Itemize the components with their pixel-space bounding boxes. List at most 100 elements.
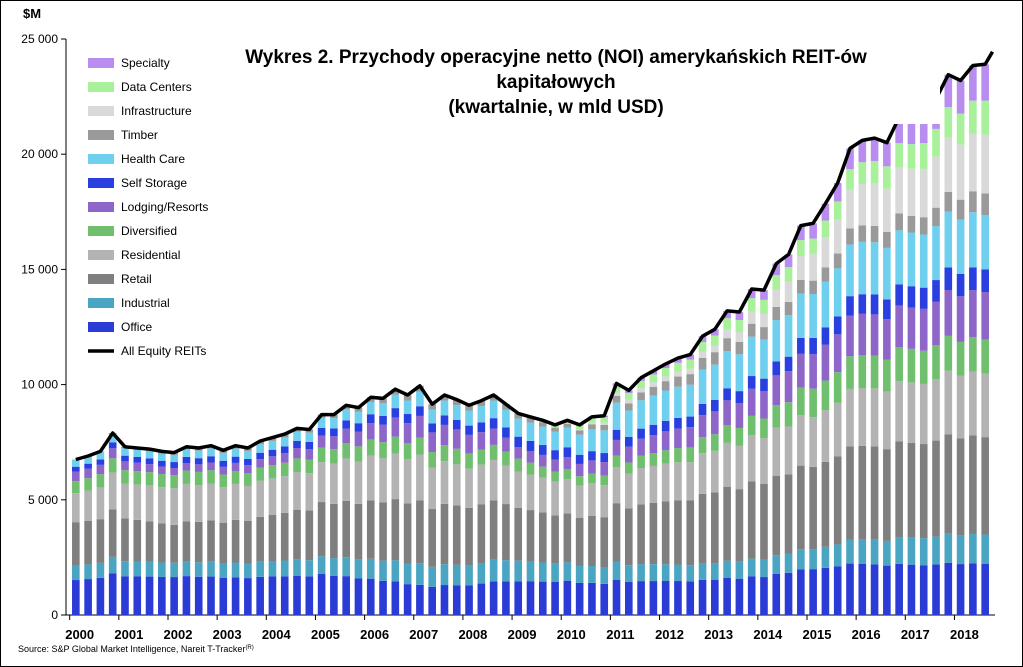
bar-health-care [465,410,473,426]
bar-data-centers [907,144,916,169]
bar-health-care [956,219,965,274]
legend-swatch [88,82,114,92]
bar-specialty [686,354,695,360]
bar-timber [502,404,510,410]
bar-office [440,585,449,615]
bar-health-care [588,429,596,452]
bar-retail [379,502,387,561]
bar-timber [772,306,781,321]
bar-self-storage [588,451,596,461]
bar-lodging-resorts [194,464,203,472]
bar-data-centers [711,335,719,346]
bar-timber [379,398,387,404]
bar-timber [956,199,965,220]
bar-residential [379,458,387,503]
bar-office [809,569,817,615]
bar-health-care [600,430,609,454]
bar-health-care [96,452,105,460]
bar-residential [538,477,547,513]
bar-office [883,565,891,615]
bar-lodging-resorts [686,427,695,448]
bar-lodging-resorts [760,391,768,419]
bar-residential [760,437,768,484]
x-tick-label: 2011 [606,627,634,642]
bar-retail [956,438,965,536]
bar-office [932,564,940,615]
bar-industrial [563,562,572,581]
bar-lodging-resorts [784,371,793,403]
bar-industrial [416,563,424,585]
bar-diversified [772,405,781,428]
bar-residential [305,473,314,511]
bar-health-care [452,405,461,421]
bar-lodging-resorts [280,453,289,463]
bar-health-care [317,417,326,428]
x-tick-label: 2001 [114,627,143,642]
bar-timber [354,407,363,412]
bar-industrial [883,540,891,566]
bar-residential [698,453,707,494]
bar-specialty [661,363,670,369]
bar-residential [207,483,215,521]
bar-lodging-resorts [440,424,449,446]
bar-diversified [526,462,535,475]
bar-retail [747,481,756,559]
bar-self-storage [637,428,645,439]
bar-data-centers [833,201,842,220]
legend-swatch [88,226,114,236]
bar-retail [182,521,191,562]
bar-diversified [207,470,215,484]
bar-lodging-resorts [514,447,523,459]
bar-industrial [760,559,768,578]
bar-office [84,579,92,615]
x-tick-label: 2010 [557,627,586,642]
bar-residential [661,463,670,502]
bar-infrastructure [895,167,903,214]
bar-specialty [907,117,916,145]
bar-office [133,576,142,615]
bar-lodging-resorts [846,315,854,357]
bar-residential [268,478,277,515]
bar-office [330,575,338,615]
bar-infrastructure [575,429,584,431]
bar-lodging-resorts [919,308,928,351]
bar-industrial [317,556,326,575]
bar-industrial [809,549,817,570]
bar-office [624,582,633,615]
bar-residential [96,487,105,520]
bar-timber [575,430,584,435]
bar-health-care [735,354,744,392]
bar-specialty [895,117,903,144]
bar-health-care [760,339,768,379]
bar-lodging-resorts [526,450,535,463]
bar-data-centers [956,113,965,145]
bar-industrial [293,559,301,576]
bar-self-storage [870,294,879,315]
bar-retail [612,503,621,562]
bar-diversified [108,458,117,473]
bar-industrial [440,564,449,586]
bar-infrastructure [956,144,965,200]
bar-self-storage [379,415,387,425]
bar-self-storage [366,414,375,424]
bar-lodging-resorts [821,344,830,381]
bar-industrial [108,556,117,574]
bar-data-centers [919,143,928,169]
bar-lodging-resorts [256,459,264,468]
bar-infrastructure [735,331,744,342]
bar-office [268,576,277,615]
bar-lodging-resorts [342,428,350,444]
bar-office [919,565,928,615]
bar-office [821,567,830,615]
bar-data-centers [723,318,731,330]
bar-residential [870,388,879,447]
bar-self-storage [551,450,559,460]
bar-diversified [121,470,129,484]
bar-data-centers [969,100,977,134]
bar-infrastructure [969,133,977,192]
bar-retail [514,507,523,561]
bar-infrastructure [612,392,621,396]
bar-self-storage [907,286,916,308]
bar-industrial [428,566,437,587]
bar-industrial [465,565,473,586]
